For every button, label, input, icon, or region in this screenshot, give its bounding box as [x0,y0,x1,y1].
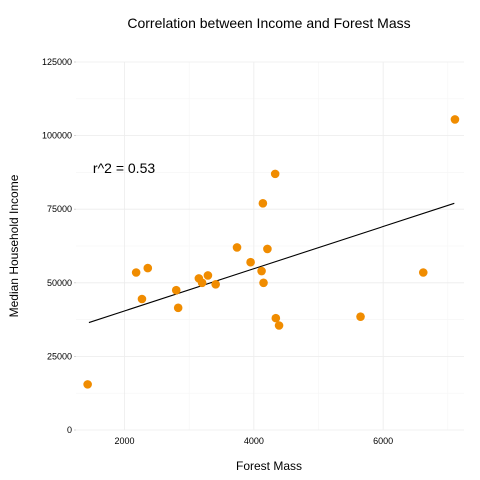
x-tick-label: 2000 [114,436,134,446]
data-point [137,294,147,304]
data-point [263,244,272,254]
data-point [197,278,207,288]
data-point [173,303,183,313]
data-point [257,266,266,276]
y-tick-label: 0 [67,425,72,435]
data-points [83,115,460,389]
chart-title: Correlation between Income and Forest Ma… [127,15,410,31]
data-point [232,243,242,252]
r-squared-annotation: r^2 = 0.53 [93,160,155,176]
y-tick-label: 75000 [47,204,72,214]
data-point [143,263,153,273]
data-point [203,271,213,280]
data-point [270,169,280,179]
y-tick-label: 50000 [47,278,72,288]
tick-labels: 2000 4000 6000 0 25000 50000 75000 100000 125000 [42,57,393,446]
x-tick-label: 6000 [373,436,393,446]
data-point [271,313,281,323]
data-point [274,321,284,330]
data-point [258,199,268,208]
x-tick-label: 4000 [244,436,264,446]
data-point [259,278,268,288]
data-point [171,285,181,295]
data-point [131,268,141,277]
data-point [418,268,428,277]
data-point [356,312,365,321]
data-point [83,380,92,389]
trendline-group [88,202,455,324]
data-point [211,279,220,289]
trendline [88,202,455,324]
data-point [450,115,460,124]
x-axis-label: Forest Mass [236,459,302,473]
data-point [246,257,255,267]
y-axis-label: Median Household Income [7,174,21,317]
y-tick-label: 125000 [42,57,72,67]
y-tick-label: 100000 [42,131,72,141]
y-tick-label: 25000 [47,351,72,361]
